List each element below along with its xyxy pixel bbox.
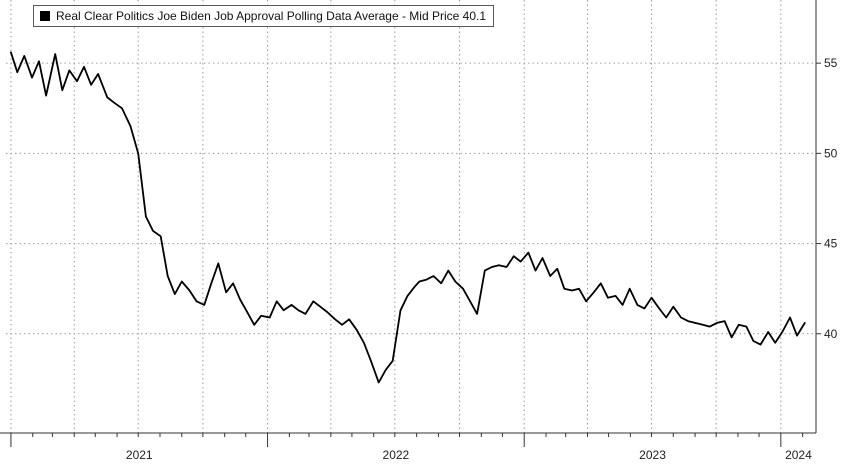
y-tick-label: 45 xyxy=(824,237,838,251)
series-layer xyxy=(9,51,806,384)
y-tick-label: 55 xyxy=(824,56,838,70)
series-line xyxy=(9,51,806,384)
legend-label: Real Clear Politics Joe Biden Job Approv… xyxy=(56,9,487,23)
x-tick-label: 2024 xyxy=(785,448,812,462)
axis-layer: 40 45 50 55 2021 2022 2023 2024 xyxy=(0,0,838,462)
legend: Real Clear Politics Joe Biden Job Approv… xyxy=(33,5,495,27)
x-tick-label: 2021 xyxy=(126,448,153,462)
x-tick-label: 2023 xyxy=(639,448,666,462)
y-tick-label: 50 xyxy=(824,146,838,160)
y-tick-label: 40 xyxy=(824,327,838,341)
x-tick-label: 2022 xyxy=(383,448,410,462)
grid-layer xyxy=(6,0,816,433)
legend-swatch xyxy=(40,11,50,21)
